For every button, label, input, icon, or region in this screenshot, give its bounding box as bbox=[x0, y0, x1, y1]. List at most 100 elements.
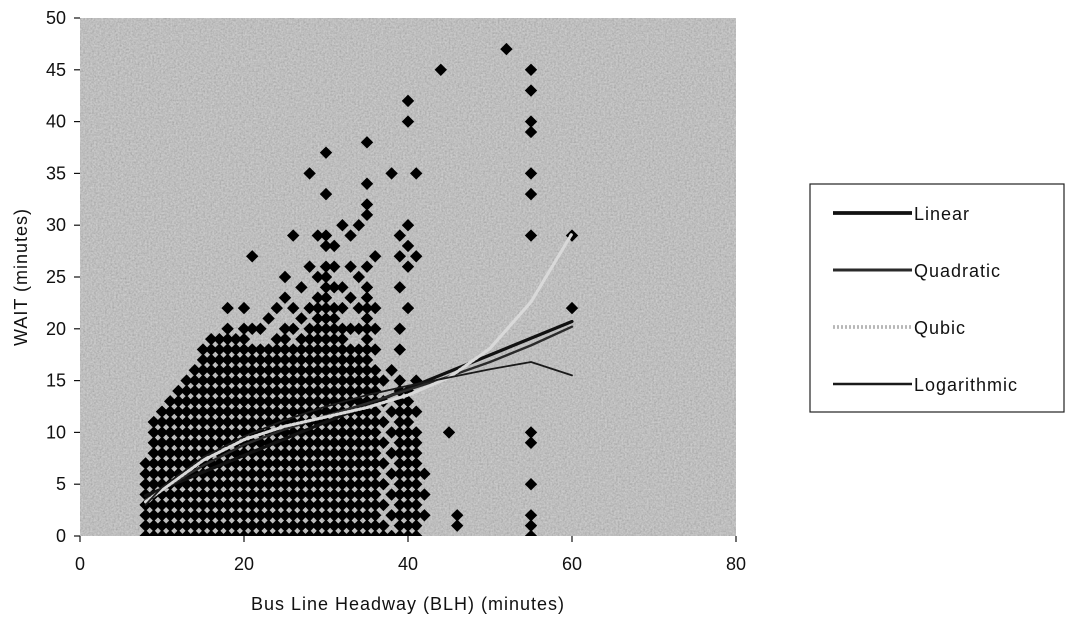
data-point bbox=[311, 488, 324, 501]
data-point bbox=[188, 478, 201, 491]
data-point bbox=[311, 395, 324, 408]
data-point bbox=[401, 457, 415, 470]
data-point bbox=[352, 374, 365, 387]
data-point bbox=[246, 395, 259, 408]
data-point bbox=[221, 426, 234, 439]
data-point bbox=[352, 364, 365, 377]
data-point bbox=[278, 457, 292, 470]
data-point bbox=[254, 529, 267, 536]
data-point bbox=[180, 384, 193, 398]
data-point bbox=[139, 457, 152, 470]
data-point bbox=[164, 415, 177, 429]
data-point bbox=[311, 312, 324, 325]
data-point bbox=[262, 446, 275, 460]
data-point bbox=[180, 426, 193, 439]
data-point bbox=[344, 229, 357, 242]
data-point bbox=[254, 322, 267, 335]
data-point bbox=[164, 426, 177, 439]
data-point bbox=[229, 488, 242, 501]
data-point bbox=[196, 374, 210, 387]
data-point bbox=[147, 446, 160, 460]
data-point bbox=[254, 519, 267, 532]
data-point bbox=[270, 509, 283, 522]
data-point bbox=[303, 301, 316, 315]
data-point bbox=[352, 426, 365, 439]
data-point bbox=[270, 529, 283, 536]
data-point bbox=[139, 509, 152, 522]
data-point bbox=[352, 219, 365, 232]
data-point bbox=[336, 415, 349, 429]
data-point bbox=[401, 467, 415, 481]
data-point bbox=[344, 457, 357, 470]
data-point bbox=[172, 436, 185, 449]
data-point bbox=[262, 519, 275, 532]
data-point bbox=[180, 498, 193, 512]
data-point bbox=[360, 343, 374, 356]
data-point bbox=[369, 426, 382, 439]
data-point bbox=[344, 446, 357, 460]
data-point bbox=[278, 467, 292, 481]
data-point bbox=[196, 446, 210, 460]
data-point bbox=[262, 312, 275, 325]
data-point bbox=[180, 436, 193, 449]
data-point bbox=[319, 457, 333, 470]
data-point bbox=[172, 415, 185, 429]
data-point bbox=[410, 529, 423, 536]
data-point bbox=[360, 353, 374, 367]
data-point bbox=[287, 457, 300, 470]
data-point bbox=[237, 488, 251, 501]
data-point bbox=[336, 467, 349, 481]
data-point bbox=[328, 488, 341, 501]
data-point bbox=[205, 384, 218, 398]
data-point bbox=[188, 415, 201, 429]
data-point bbox=[352, 384, 365, 398]
data-point bbox=[352, 301, 365, 315]
data-point bbox=[172, 395, 185, 408]
data-point bbox=[147, 436, 160, 449]
data-point bbox=[221, 509, 234, 522]
data-point bbox=[254, 343, 267, 356]
data-point bbox=[418, 509, 431, 522]
data-point bbox=[147, 415, 160, 429]
data-point bbox=[254, 478, 267, 491]
data-point bbox=[246, 322, 259, 335]
data-point bbox=[188, 519, 201, 532]
data-point bbox=[237, 478, 251, 491]
data-point bbox=[262, 488, 275, 501]
data-point bbox=[278, 478, 292, 491]
data-point bbox=[196, 364, 210, 377]
data-point bbox=[155, 446, 169, 460]
data-point bbox=[180, 488, 193, 501]
data-point bbox=[246, 457, 259, 470]
data-point bbox=[254, 415, 267, 429]
data-point bbox=[319, 239, 333, 253]
data-point bbox=[196, 384, 210, 398]
data-point bbox=[246, 374, 259, 387]
data-point bbox=[229, 519, 242, 532]
data-point bbox=[377, 415, 390, 429]
data-point bbox=[155, 405, 169, 418]
data-point bbox=[319, 529, 333, 536]
data-point bbox=[237, 322, 251, 335]
data-point bbox=[237, 446, 251, 460]
data-point bbox=[295, 384, 308, 398]
data-point bbox=[311, 446, 324, 460]
data-point bbox=[328, 509, 341, 522]
data-point bbox=[188, 436, 201, 449]
data-point bbox=[221, 364, 234, 377]
data-point bbox=[385, 364, 398, 377]
data-point bbox=[246, 405, 259, 418]
data-point bbox=[237, 374, 251, 387]
data-point bbox=[287, 478, 300, 491]
data-point bbox=[262, 529, 275, 536]
data-point bbox=[410, 509, 423, 522]
data-point bbox=[344, 436, 357, 449]
data-point bbox=[336, 457, 349, 470]
data-point bbox=[369, 519, 382, 532]
data-point bbox=[205, 332, 218, 346]
data-point bbox=[205, 436, 218, 449]
data-point bbox=[360, 478, 374, 491]
data-point bbox=[221, 519, 234, 532]
data-point bbox=[246, 384, 259, 398]
data-point bbox=[180, 374, 193, 387]
